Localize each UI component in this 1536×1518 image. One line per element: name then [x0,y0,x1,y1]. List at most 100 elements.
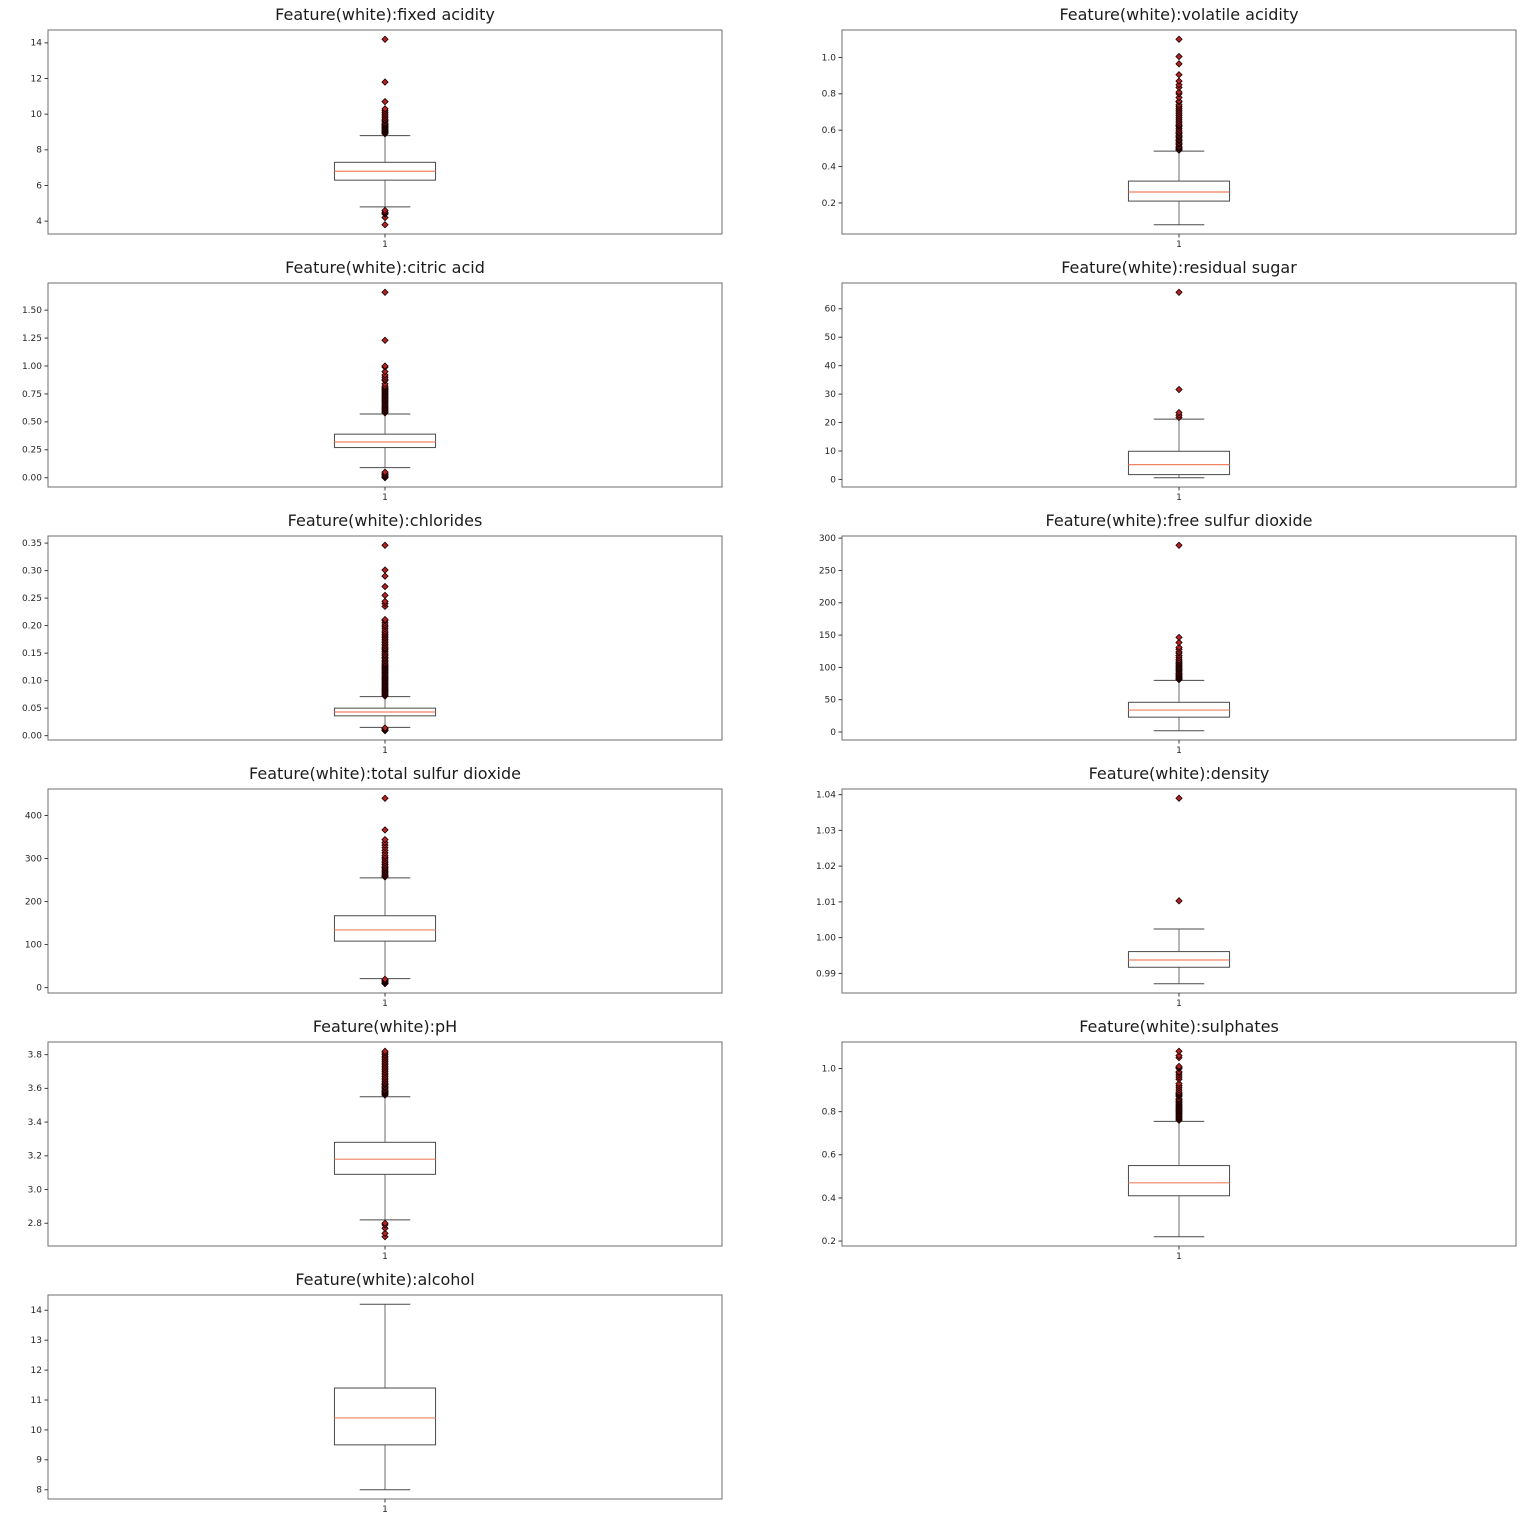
x-tick-label: 1 [1176,240,1182,250]
y-tick-label: 60 [825,305,837,315]
y-tick-label: 3.6 [28,1084,43,1094]
y-tick-label: 0.4 [822,162,837,172]
outlier-marker [1175,88,1183,96]
boxplot-canvas: 0 10 20 30 40 50 60 1 [825,282,1517,503]
y-tick-label: 1.01 [816,898,836,908]
y-tick-label: 0.20 [22,622,42,632]
outlier-marker [381,468,389,476]
outlier-marker [381,566,389,574]
boxplot-canvas: 0 100 200 300 400 1 [25,788,723,1009]
plot-title: Feature(white):volatile acidity [1059,5,1299,24]
subplot-citric-acid: Feature(white):citric acid 0.00 0.25 0.50 0.… [0,253,768,506]
subplot-volatile-acidity: Feature(white):volatile acidity 0.2 0.4 0.6… [768,0,1536,253]
outlier-marker [1175,1051,1183,1060]
boxplot-canvas: 0.2 0.4 0.6 0.8 1.0 1 [822,29,1517,250]
plot-title: Feature(white):citric acid [285,258,485,277]
boxplot-canvas: 2.8 3.0 3.2 3.4 3.6 3.8 1 [28,1041,723,1262]
y-tick-label: 1.00 [816,934,836,944]
y-tick-label: 30 [825,390,837,400]
x-tick-label: 1 [382,493,388,503]
outlier-marker [381,288,389,296]
y-tick-label: 100 [819,663,836,673]
outlier-marker [381,597,389,606]
y-tick-label: 11 [31,1396,42,1406]
x-tick-label: 1 [1176,746,1182,756]
boxplot-canvas: 0 50 100 150 200 250 300 1 [819,534,1517,756]
outlier-marker [1175,794,1183,802]
y-tick-label: 50 [825,333,837,343]
y-tick-label: 0.99 [816,969,836,979]
outlier-marker [381,582,389,591]
y-tick-label: 0.50 [22,418,42,428]
subplot-chlorides: Feature(white):chlorides 0.00 0.05 0.10 0.15… [0,506,768,759]
outlier-marker [1175,1047,1183,1055]
outlier-marker [1175,385,1183,394]
boxplot-canvas: 0.2 0.4 0.6 0.8 1.0 1 [822,1041,1517,1262]
y-tick-label: 1.03 [816,826,836,836]
outlier-marker [381,826,389,834]
y-tick-label: 0.75 [22,390,42,400]
iqr-box [333,1141,437,1175]
outlier-marker [1175,1062,1183,1071]
outlier-marker [1175,1079,1183,1088]
y-tick-label: 0 [830,475,836,485]
y-tick-label: 0.6 [822,126,837,136]
y-tick-label: 3.0 [28,1185,43,1195]
y-tick-label: 0.15 [22,649,42,659]
outlier-marker [381,362,389,370]
x-tick-label: 1 [382,1505,388,1515]
y-tick-label: 0.30 [22,566,42,576]
y-tick-label: 1.04 [816,790,836,800]
outlier-marker [381,78,389,86]
subplot-free-sulfur-dioxide: Feature(white):free sulfur dioxide 0 50 100… [768,506,1536,759]
iqr-box [333,433,437,449]
plot-title: Feature(white):density [1088,764,1270,783]
y-tick-label: 0 [830,728,836,738]
y-tick-label: 10 [31,110,43,120]
x-tick-label: 1 [1176,1252,1182,1262]
y-tick-label: 10 [31,1426,43,1436]
outlier-marker [381,336,389,344]
y-tick-label: 0 [36,983,42,993]
y-tick-label: 12 [31,74,42,84]
y-tick-label: 200 [25,897,42,907]
outlier-marker [381,105,389,113]
iqr-box [333,1387,437,1446]
outlier-marker [1175,408,1183,417]
outlier-marker [381,1047,389,1055]
outlier-marker [381,724,389,732]
outlier-marker [381,1219,389,1227]
iqr-box [1127,180,1231,202]
y-tick-label: 50 [825,696,837,706]
boxplot-canvas: 4 6 8 10 12 14 1 [31,29,723,250]
outlier-marker [1175,52,1183,61]
x-tick-label: 1 [382,1252,388,1262]
outlier-marker [381,367,389,376]
y-tick-label: 6 [36,181,42,191]
subplot-total-sulfur-dioxide: Feature(white):total sulfur dioxide 0 100 2… [0,759,768,1012]
y-tick-label: 0.8 [822,1108,837,1118]
boxplot-canvas: 8 9 10 11 12 13 14 1 [31,1294,723,1515]
y-tick-label: 0.2 [822,199,836,209]
y-tick-label: 0.00 [22,732,42,742]
y-tick-label: 300 [25,854,42,864]
plot-title: Feature(white):total sulfur dioxide [249,764,521,783]
plot-title: Feature(white):sulphates [1079,1017,1279,1036]
y-tick-label: 300 [819,534,836,544]
y-tick-label: 14 [31,39,43,49]
plot-title: Feature(white):chlorides [287,511,483,530]
y-tick-label: 40 [825,362,837,372]
y-tick-label: 2.8 [28,1219,43,1229]
x-tick-label: 1 [382,240,388,250]
y-tick-label: 1.25 [22,334,42,344]
y-tick-label: 0.25 [22,594,42,604]
subplot-sulphates: Feature(white):sulphates 0.2 0.4 0.6 0.8 1.0 1 [768,1012,1536,1265]
x-tick-label: 1 [382,746,388,756]
outlier-marker [381,206,389,215]
y-tick-label: 3.4 [28,1118,43,1128]
outlier-marker [1175,288,1183,296]
iqr-box [333,915,437,942]
y-tick-label: 250 [819,566,836,576]
outlier-marker [1175,897,1183,905]
